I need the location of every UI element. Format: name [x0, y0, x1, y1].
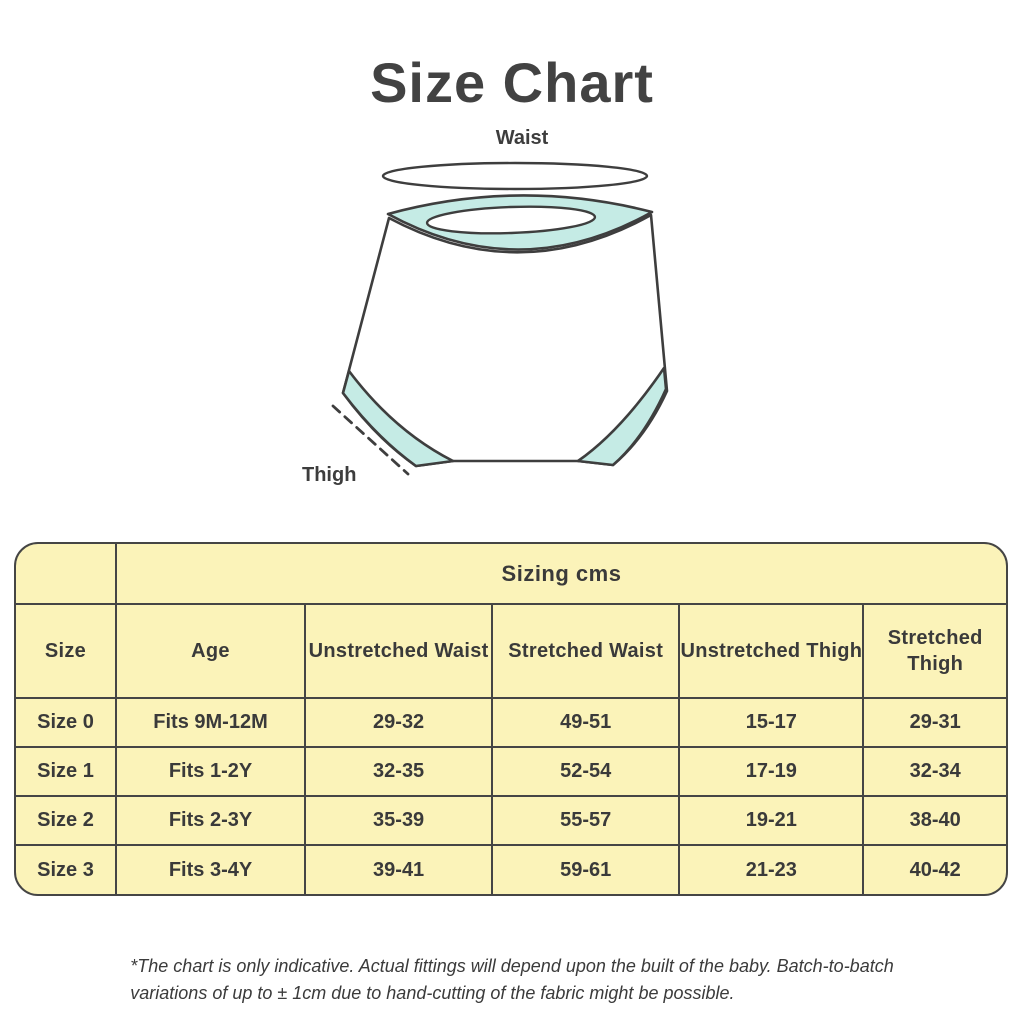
table-header-row: Size Age Unstretched Waist Stretched Wai…	[16, 603, 1006, 699]
cell-stretched-waist: 52-54	[491, 746, 681, 797]
cell-stretched-thigh: 38-40	[862, 795, 1006, 846]
cell-stretched-thigh: 32-34	[862, 746, 1006, 797]
table-row-size1: Size 1 Fits 1-2Y 32-35 52-54 17-19 32-34	[16, 746, 1006, 797]
cell-stretched-waist: 49-51	[491, 697, 681, 748]
cell-unstretched-thigh: 17-19	[678, 746, 865, 797]
cell-stretched-thigh: 29-31	[862, 697, 1006, 748]
waistband-opening	[425, 205, 597, 235]
cell-unstretched-thigh: 19-21	[678, 795, 865, 846]
size-table: Sizing cms Size Age Unstretched Waist St…	[16, 544, 1006, 894]
cell-unstretched-waist: 39-41	[304, 844, 494, 894]
cell-unstretched-waist: 29-32	[304, 697, 494, 748]
col-header-age: Age	[114, 603, 307, 699]
waist-measure-ellipse	[381, 161, 649, 191]
corner-cell	[16, 544, 117, 605]
table-row-size3: Size 3 Fits 3-4Y 39-41 59-61 21-23 40-42	[16, 844, 1006, 894]
cell-stretched-waist: 59-61	[491, 844, 681, 894]
thigh-label: Thigh	[302, 464, 357, 486]
right-leg-cuff	[576, 366, 668, 467]
waist-label: Waist	[495, 127, 549, 149]
cell-age: Fits 9M-12M	[114, 697, 307, 748]
cell-age: Fits 2-3Y	[114, 795, 307, 846]
page-title: Size Chart	[370, 51, 654, 114]
col-header-unstretched-waist: Unstretched Waist	[304, 603, 494, 699]
col-header-unstretched-thigh: Unstretched Thigh	[678, 603, 865, 699]
cell-unstretched-thigh: 21-23	[678, 844, 865, 894]
cell-unstretched-thigh: 15-17	[678, 697, 865, 748]
cell-size: Size 0	[16, 697, 117, 748]
footnote-line-1: *The chart is only indicative. Actual fi…	[130, 956, 894, 976]
table-row-size0: Size 0 Fits 9M-12M 29-32 49-51 15-17 29-…	[16, 697, 1006, 748]
sizing-cms-header: Sizing cms	[114, 544, 1006, 605]
table-group-header-row: Sizing cms	[16, 544, 1006, 605]
cell-size: Size 3	[16, 844, 117, 894]
cell-stretched-waist: 55-57	[491, 795, 681, 846]
footnote: *The chart is only indicative. Actual fi…	[0, 953, 1024, 1007]
cell-size: Size 1	[16, 746, 117, 797]
underwear-diagram	[331, 161, 669, 476]
col-header-size: Size	[16, 603, 117, 699]
thigh-measure-dashed-line	[331, 404, 410, 476]
cell-unstretched-waist: 35-39	[304, 795, 494, 846]
cell-age: Fits 3-4Y	[114, 844, 307, 894]
cell-unstretched-waist: 32-35	[304, 746, 494, 797]
table-row-size2: Size 2 Fits 2-3Y 35-39 55-57 19-21 38-40	[16, 795, 1006, 846]
cell-age: Fits 1-2Y	[114, 746, 307, 797]
size-table-container: Sizing cms Size Age Unstretched Waist St…	[14, 542, 1008, 896]
cell-size: Size 2	[16, 795, 117, 846]
left-leg-cuff	[341, 369, 455, 468]
footnote-line-2: variations of up to ± 1cm due to hand-cu…	[130, 983, 735, 1003]
col-header-stretched-waist: Stretched Waist	[491, 603, 681, 699]
col-header-stretched-thigh: Stretched Thigh	[862, 603, 1006, 699]
cell-stretched-thigh: 40-42	[862, 844, 1006, 894]
footnote-text: *The chart is only indicative. Actual fi…	[130, 953, 893, 1007]
